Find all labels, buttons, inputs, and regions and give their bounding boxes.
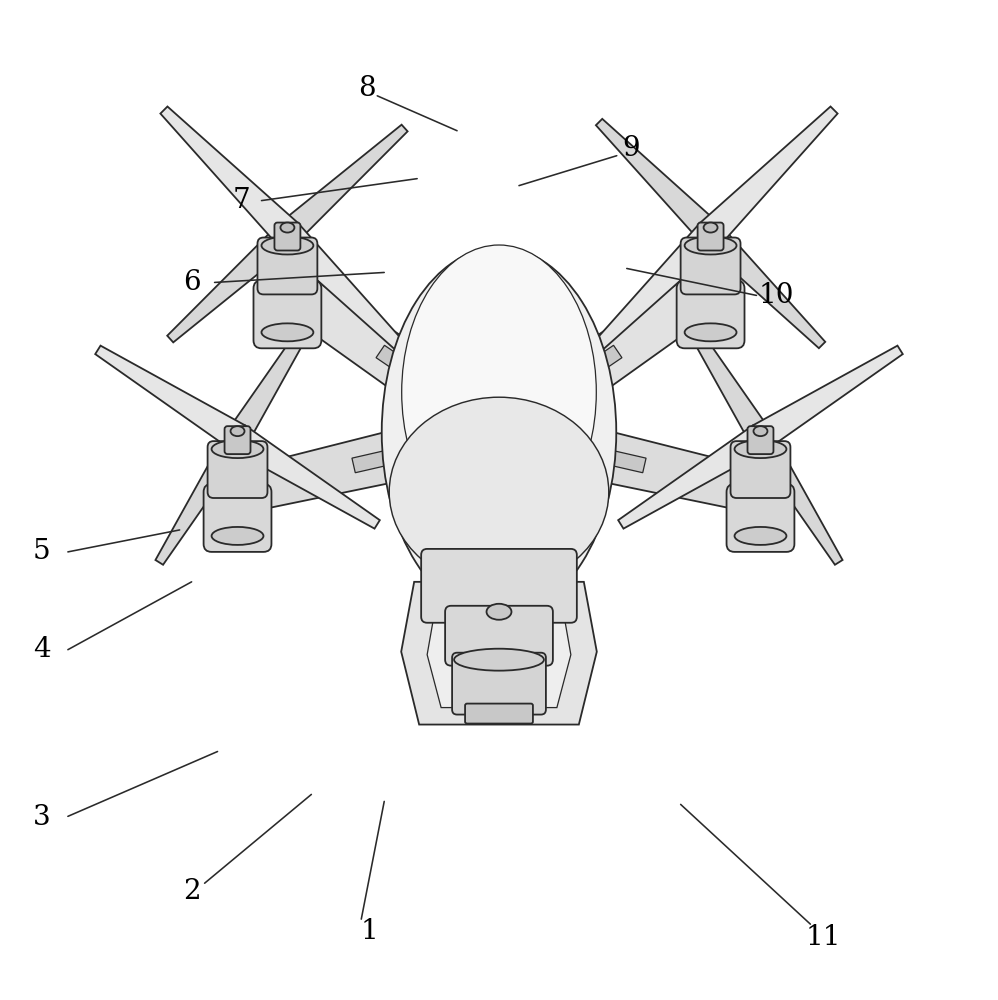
FancyBboxPatch shape [352, 445, 411, 473]
Ellipse shape [261, 237, 313, 254]
FancyBboxPatch shape [681, 238, 741, 294]
Polygon shape [168, 224, 296, 342]
Polygon shape [278, 125, 407, 243]
Text: 10: 10 [758, 282, 794, 309]
FancyBboxPatch shape [465, 704, 533, 724]
Polygon shape [584, 223, 722, 361]
Ellipse shape [212, 440, 263, 458]
Text: 9: 9 [622, 135, 640, 162]
Polygon shape [228, 309, 319, 443]
FancyBboxPatch shape [257, 238, 317, 294]
Polygon shape [700, 107, 837, 244]
Polygon shape [753, 346, 903, 449]
FancyBboxPatch shape [677, 280, 745, 348]
Text: 2: 2 [183, 878, 201, 905]
Ellipse shape [685, 237, 737, 254]
Polygon shape [596, 119, 720, 243]
FancyBboxPatch shape [204, 484, 271, 552]
Polygon shape [95, 346, 245, 449]
Text: 8: 8 [358, 75, 376, 102]
Text: 4: 4 [33, 636, 51, 663]
Polygon shape [493, 405, 765, 513]
FancyBboxPatch shape [445, 606, 553, 666]
Text: 11: 11 [805, 924, 841, 951]
FancyBboxPatch shape [208, 441, 267, 498]
Polygon shape [156, 431, 248, 565]
FancyBboxPatch shape [274, 223, 300, 250]
FancyBboxPatch shape [452, 653, 546, 715]
Polygon shape [233, 405, 505, 513]
Polygon shape [275, 270, 515, 455]
Text: 3: 3 [33, 804, 51, 831]
Text: 5: 5 [33, 538, 51, 565]
Polygon shape [401, 582, 597, 725]
Polygon shape [750, 431, 842, 565]
FancyBboxPatch shape [567, 345, 622, 390]
FancyBboxPatch shape [587, 445, 646, 473]
Ellipse shape [685, 323, 737, 341]
FancyBboxPatch shape [748, 426, 773, 454]
Polygon shape [483, 270, 723, 455]
Ellipse shape [704, 223, 718, 233]
Polygon shape [427, 598, 571, 708]
Polygon shape [276, 223, 414, 361]
Ellipse shape [735, 527, 786, 545]
FancyBboxPatch shape [727, 484, 794, 552]
Ellipse shape [735, 440, 786, 458]
Text: 7: 7 [233, 187, 250, 214]
Polygon shape [231, 425, 380, 529]
Ellipse shape [231, 426, 245, 436]
Ellipse shape [753, 426, 767, 436]
FancyBboxPatch shape [698, 223, 724, 250]
FancyBboxPatch shape [253, 280, 321, 348]
FancyBboxPatch shape [731, 441, 790, 498]
Ellipse shape [486, 604, 511, 620]
Ellipse shape [389, 397, 609, 587]
Ellipse shape [212, 527, 263, 545]
Polygon shape [679, 309, 770, 443]
Text: 6: 6 [183, 269, 201, 296]
Ellipse shape [454, 649, 544, 671]
FancyBboxPatch shape [421, 549, 577, 623]
Polygon shape [618, 425, 767, 529]
Ellipse shape [280, 223, 294, 233]
FancyBboxPatch shape [376, 345, 431, 390]
Polygon shape [702, 224, 825, 348]
Text: 1: 1 [360, 918, 378, 945]
Ellipse shape [381, 248, 616, 617]
FancyBboxPatch shape [225, 426, 250, 454]
Ellipse shape [261, 323, 313, 341]
Ellipse shape [401, 245, 597, 539]
Polygon shape [161, 107, 298, 244]
